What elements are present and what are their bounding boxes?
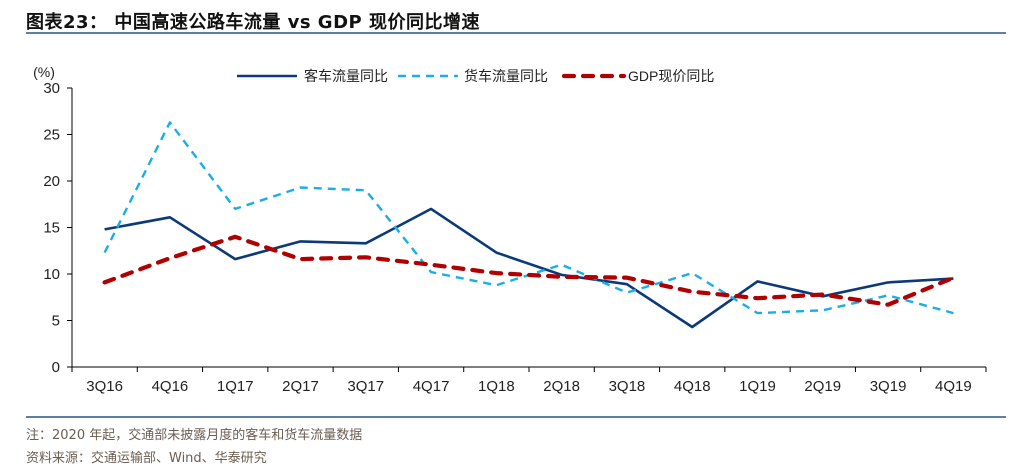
series-group: [102, 121, 956, 329]
x-tick-label: 1Q18: [478, 378, 515, 395]
axes: (%) 0 5 10 15 20 25 30 3Q16 4Q16 1Q17 2Q17 3Q17 4Q17 1…: [33, 64, 987, 395]
y-tick-label: 30: [43, 80, 60, 97]
x-tick-label: 3Q17: [347, 378, 384, 395]
x-tick-label: 1Q19: [739, 378, 776, 395]
title-divider: [26, 32, 1006, 34]
line-chart: 客车流量同比 货车流量同比 GDP现价同比 (%) 0 5 10 15 20 25 30 3Q16 4…: [33, 64, 987, 395]
x-tick-label: 3Q19: [870, 378, 907, 395]
x-tick-label: 1Q17: [217, 378, 254, 395]
x-tick-label: 4Q18: [674, 378, 711, 395]
y-tick-label: 25: [43, 127, 60, 144]
x-tick-label: 4Q17: [413, 378, 450, 395]
x-tick-label: 3Q18: [609, 378, 646, 395]
y-tick-label: 10: [43, 266, 60, 283]
y-tick-label: 20: [43, 173, 60, 190]
legend-label: GDP现价同比: [628, 68, 714, 84]
y-tick-label: 15: [43, 220, 60, 237]
footer-divider: [26, 416, 1006, 418]
legend-label: 客车流量同比: [304, 68, 388, 84]
y-axis-unit-label: (%): [33, 64, 55, 80]
x-tick-label: 3Q16: [86, 378, 123, 395]
legend-label: 货车流量同比: [464, 68, 548, 84]
x-tick-label: 2Q19: [804, 378, 841, 395]
chart-title: 图表23： 中国高速公路车流量 vs GDP 现价同比增速: [26, 12, 480, 33]
legend: 客车流量同比 货车流量同比 GDP现价同比: [237, 68, 714, 84]
x-tick-label: 2Q18: [543, 378, 580, 395]
source-note: 资料来源：交通运输部、Wind、华泰研究: [26, 451, 267, 466]
y-tick-label: 0: [52, 359, 60, 376]
footnote: 注：2020 年起，交通部未披露月度的客车和货车流量数据: [26, 428, 363, 443]
x-tick-label: 4Q16: [152, 378, 189, 395]
gdp-nominal-line: [102, 234, 956, 307]
x-tick-label: 2Q17: [282, 378, 319, 395]
y-tick-label: 5: [52, 313, 60, 330]
x-tick-label: 4Q19: [935, 378, 972, 395]
freight-flow-line: [103, 121, 954, 315]
